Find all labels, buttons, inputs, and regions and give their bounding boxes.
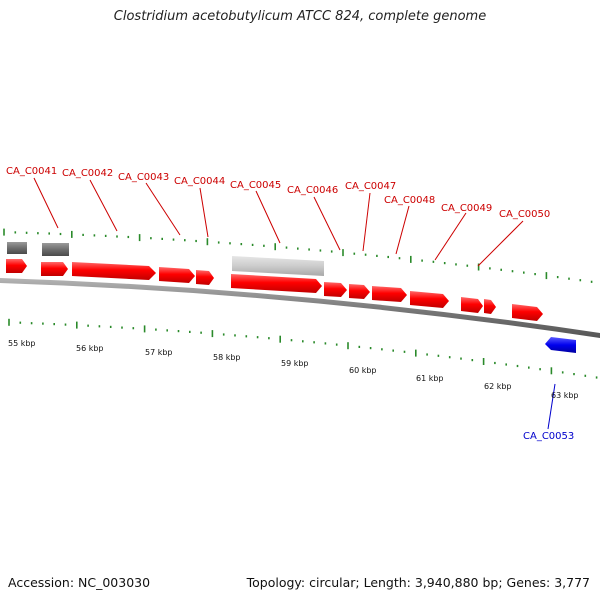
genome-title: Clostridium acetobutylicum ATCC 824, com… (113, 9, 487, 24)
scale-label: 62 kbp (484, 382, 512, 391)
scale-label: 60 kbp (349, 366, 377, 375)
genome-summary-text: Topology: circular; Length: 3,940,880 bp… (246, 575, 590, 590)
scale-label: 55 kbp (8, 339, 36, 348)
gene-arrow[interactable] (41, 262, 68, 276)
scale-label: 59 kbp (281, 359, 309, 368)
gene-arrow[interactable] (72, 262, 156, 280)
scale-label: 61 kbp (416, 374, 444, 383)
gene-arrow[interactable] (484, 299, 496, 314)
accession-text: Accession: NC_003030 (8, 575, 151, 590)
gene-label[interactable]: CA_C0043 (118, 172, 169, 183)
gene-arrow[interactable] (196, 270, 214, 285)
gene-arrow[interactable] (512, 304, 543, 321)
gene-label[interactable]: CA_C0048 (384, 195, 435, 206)
gene-label[interactable]: CA_C0049 (441, 203, 492, 214)
gene-arrow[interactable] (349, 284, 370, 299)
gene-label[interactable]: CA_C0044 (174, 176, 225, 187)
upper-tick-track (3, 228, 593, 283)
gene-arrow[interactable] (6, 259, 27, 273)
gene-label[interactable]: CA_C0050 (499, 209, 550, 220)
forward-leader-lines (33, 177, 524, 267)
gene-arrow[interactable] (231, 274, 322, 293)
gene-label[interactable]: CA_C0041 (6, 166, 57, 177)
gene-label[interactable]: CA_C0045 (230, 180, 281, 191)
gene-label-reverse[interactable]: CA_C0053 (523, 431, 574, 442)
reverse-leader-line (547, 383, 556, 430)
genome-backbone (0, 278, 600, 338)
feature-gray-2[interactable] (42, 243, 69, 256)
gene-arrow-reverse[interactable] (545, 337, 576, 353)
gene-arrow[interactable] (410, 291, 449, 308)
gene-label[interactable]: CA_C0047 (345, 181, 396, 192)
scale-label: 57 kbp (145, 348, 173, 357)
lower-scale-track (8, 318, 598, 379)
feature-light-1[interactable] (232, 256, 324, 276)
feature-gray-1[interactable] (7, 242, 27, 254)
gene-arrow[interactable] (461, 297, 483, 313)
gene-arrow[interactable] (159, 267, 195, 283)
gene-label[interactable]: CA_C0046 (287, 185, 338, 196)
gene-arrow[interactable] (324, 282, 347, 297)
gene-arrow[interactable] (372, 286, 407, 302)
gene-label[interactable]: CA_C0042 (62, 168, 113, 179)
scale-label: 56 kbp (76, 344, 104, 353)
scale-label: 63 kbp (551, 391, 579, 400)
scale-label: 58 kbp (213, 353, 241, 362)
